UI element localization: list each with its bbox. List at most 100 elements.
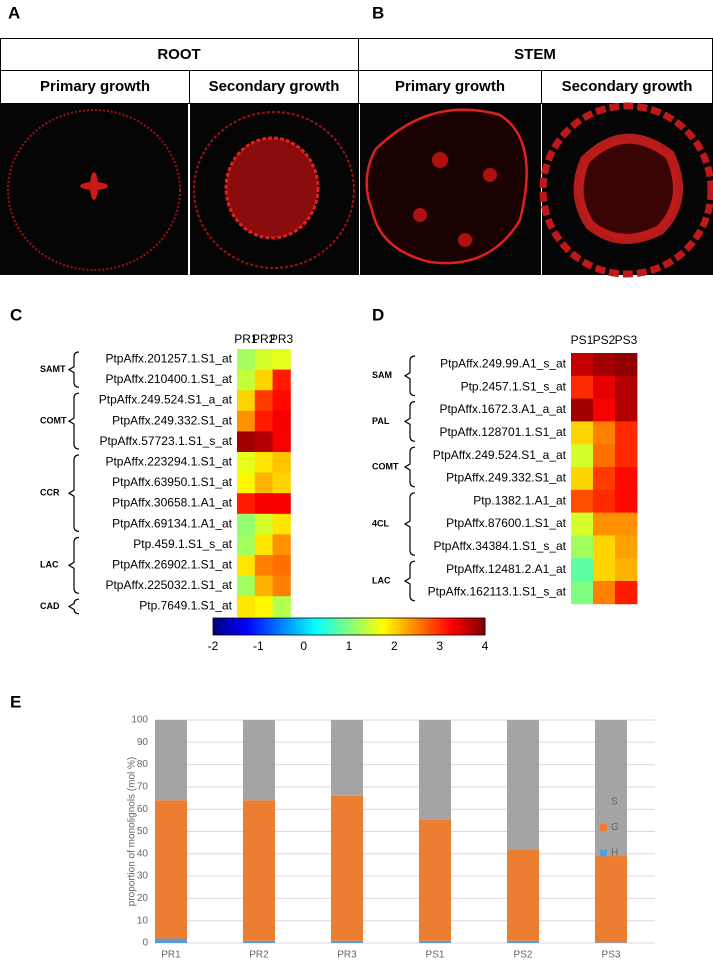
colorbar-segment [325,618,330,635]
colorbar-segment [223,618,228,635]
colorbar-segment [413,618,418,635]
heat-cell [254,390,273,412]
colorbar-segment [437,618,442,635]
group-bracket [67,392,80,450]
colorbar-segment [410,618,415,635]
heat-cell [615,444,638,468]
y-tick-label: 40 [137,848,149,859]
y-tick-label: 10 [137,915,149,926]
row-label: PtpAffx.12481.2.A1_at [446,562,567,576]
vascular-bundle [483,168,497,182]
heat-cell [593,512,616,536]
y-tick-label: 50 [137,826,149,837]
heat-cell [272,369,291,391]
heat-cell [272,349,291,370]
stage-header: Primary growth [395,78,505,95]
heat-cell [237,513,256,535]
colorbar-segment [321,618,326,635]
x-tick-label: PR3 [337,950,357,958]
colorbar-segment [389,618,394,635]
colorbar-segment [366,618,370,635]
heat-cell [272,410,291,432]
heat-cell [571,353,594,377]
heat-cell [254,575,273,597]
colorbar-segment [468,618,472,635]
colorbar-segment [478,618,483,635]
group-bracket [403,492,416,556]
heat-cell [571,398,594,422]
x-tick-label: PR1 [161,950,181,958]
heat-cell [615,398,638,422]
heat-cell [237,555,256,576]
colorbar-segment [284,618,289,635]
heat-cell [237,575,256,597]
xylem [224,136,320,240]
group-bracket [67,598,80,615]
colorbar-segment [257,618,262,635]
colorbar-tick-label: -2 [208,639,219,653]
heat-cell [254,431,273,453]
stage-header: Secondary growth [562,78,693,95]
row-label: PtpAffx.249.524.S1_a_at [99,393,233,407]
row-label: PtpAffx.26902.1.S1_at [112,557,233,571]
row-label: PtpAffx.249.524.S1_a_at [433,448,567,462]
row-label: PtpAffx.1672.3.A1_a_at [439,402,566,416]
heat-cell [272,513,291,535]
panel-label: E [10,692,21,711]
tissue-outline [7,109,181,271]
colorbar-segment [281,618,285,635]
heat-cell [272,472,291,494]
y-axis-label: proportion of monolignols (mol %) [127,757,138,907]
colorbar-segment [420,618,425,635]
colorbar-segment [233,618,238,635]
row-label: PtpAffx.57723.1.S1_s_at [99,434,232,448]
group-bracket [403,355,416,397]
bar-segment [331,720,363,796]
heat-cell [571,489,594,513]
heat-cell [593,444,616,468]
heat-cell [615,421,638,445]
group-bracket [67,536,80,594]
group-label: SAMT [40,364,66,374]
heat-cell [254,493,273,515]
tissue-outline [539,102,713,278]
row-label: PtpAffx.249.332.S1_at [112,413,233,427]
heat-cell [593,581,616,605]
heat-cell [254,369,273,391]
row-label: PtpAffx.210400.1.S1_at [105,372,232,386]
bar-segment [155,720,187,801]
colorbar-segment [342,618,347,635]
colorbar-segment [355,618,360,635]
colorbar-segment [349,618,353,635]
row-label: PtpAffx.69134.1.A1_at [112,516,233,530]
y-tick-label: 60 [137,804,149,815]
heat-cell [254,596,273,618]
row-label: PtpAffx.30658.1.A1_at [112,496,233,510]
micrograph [360,104,541,275]
bar-segment [507,849,539,941]
bar-segment [331,795,363,941]
bar-segment [331,940,363,943]
colorbar-segment [277,618,282,635]
group-label: 4CL [372,518,390,528]
heat-cell [571,512,594,536]
colorbar-segment [464,618,469,635]
colorbar-segment [372,618,377,635]
heat-cell [571,535,594,559]
heat-cell [237,596,256,618]
colorbar-segment [270,618,275,635]
row-label: PtpAffx.249.99.A1_s_at [440,357,567,371]
colorbar-segment [457,618,462,635]
column-label: PR3 [270,332,294,346]
group-label: SAM [372,370,392,380]
heat-cell [571,467,594,491]
colorbar-segment [230,618,234,635]
colorbar-segment [253,618,258,635]
legend-label: G [611,822,619,833]
group-label: COMT [40,415,67,425]
stage-header: Secondary growth [209,78,340,95]
heat-cell [615,558,638,582]
colorbar-segment [338,618,343,635]
